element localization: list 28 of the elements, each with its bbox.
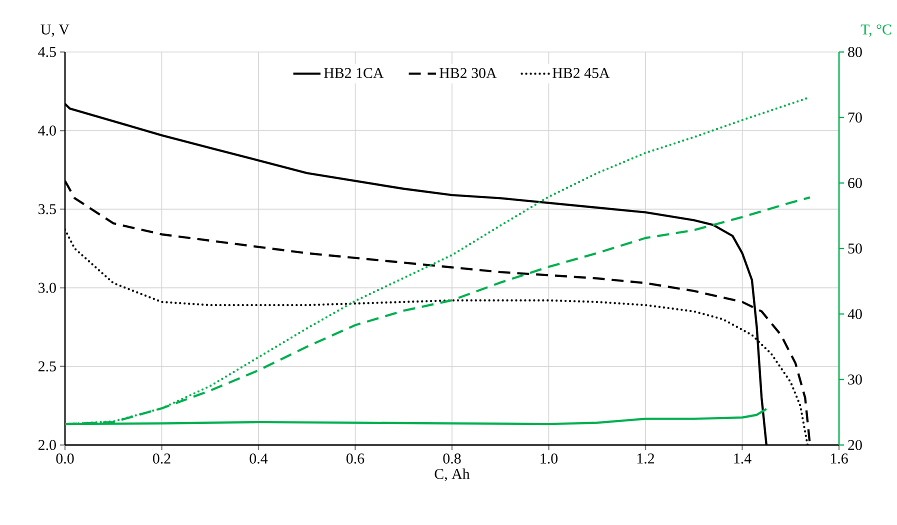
y-tick-label: 3.0 [38,282,56,293]
y2-tick-label: 20 [848,440,862,450]
x-axis-title: C, Ah [434,468,470,482]
x-tick-label: 0.6 [346,454,364,464]
y2-tick-label: 60 [848,178,862,188]
x-tick-label: 1.0 [540,454,558,464]
y-tick-label: 3.5 [38,204,56,214]
y2-tick-label: 40 [848,308,862,320]
y-tick-label: 2.5 [38,361,56,372]
x-tick-label: 0.2 [152,454,170,464]
x-tick-label: 1.6 [830,454,848,464]
x-tick-label: 1.4 [734,454,752,464]
y2-tick-label: 30 [848,374,862,385]
y2-tick-label: 80 [848,46,862,58]
y-tick-label: 2.0 [38,440,56,450]
legend-label: HB2 45A [552,68,610,78]
y-tick-label: 4.0 [38,126,56,136]
y2-tick-label: 50 [848,243,862,254]
x-tick-label: 0.4 [250,454,268,464]
x-tick-label: 0.0 [56,454,74,464]
x-tick-label: 0.8 [443,454,461,464]
y2-axis-title: T, °C [860,24,892,37]
x-tick-label: 1.2 [637,454,654,464]
legend-label: HB2 1CA [324,68,384,78]
legend-label: HB2 30A [440,68,497,78]
y-axis-title: U, V [40,24,70,37]
y-tick-label: 4.5 [38,46,56,58]
y2-tick-label: 70 [848,112,862,123]
